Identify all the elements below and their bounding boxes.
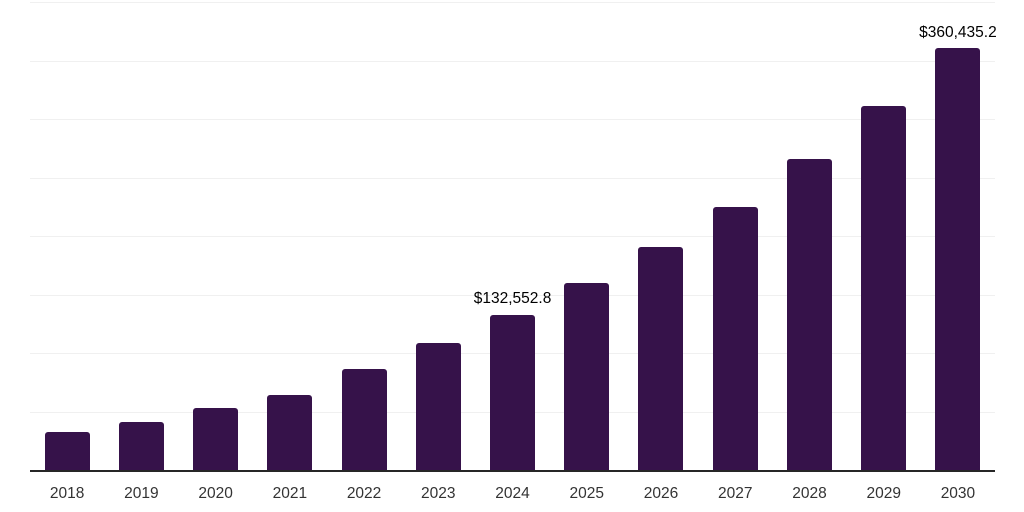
bar-2027[interactable] bbox=[712, 206, 758, 470]
bar-group-2030: $360,435.2 bbox=[919, 2, 997, 470]
bar-2020[interactable] bbox=[193, 408, 239, 470]
bar-group-2023 bbox=[401, 2, 475, 470]
bar-group-2021 bbox=[253, 2, 327, 470]
bar-2029[interactable] bbox=[861, 106, 907, 470]
x-tick-label-2028: 2028 bbox=[792, 485, 827, 502]
x-tick-label-2024: 2024 bbox=[495, 485, 530, 502]
bar-group-2020 bbox=[178, 2, 252, 470]
gridline bbox=[30, 236, 995, 237]
bar-2025[interactable] bbox=[564, 283, 610, 470]
x-tick-label-2021: 2021 bbox=[272, 485, 308, 502]
x-tick-label-2022: 2022 bbox=[346, 485, 382, 502]
x-tick-label-2025: 2025 bbox=[569, 485, 604, 502]
bar-group-2026 bbox=[624, 2, 698, 470]
x-tick-label-2030: 2030 bbox=[940, 485, 976, 502]
bar-2023[interactable] bbox=[415, 343, 461, 470]
gridline bbox=[30, 119, 995, 120]
bar-group-2028 bbox=[772, 2, 846, 470]
plot-area: $132,552.8 $360,435.2 bbox=[30, 2, 997, 470]
bar-group-2019 bbox=[104, 2, 178, 470]
x-tick-label-2026: 2026 bbox=[643, 485, 679, 502]
bar-group-2027 bbox=[698, 2, 772, 470]
bar-group-2024: $132,552.8 bbox=[473, 2, 552, 470]
gridline bbox=[30, 294, 995, 296]
x-axis-line bbox=[30, 470, 995, 472]
bar-group-2029 bbox=[847, 2, 921, 470]
data-label-2024: $132,552.8 bbox=[473, 290, 552, 308]
gridline bbox=[30, 177, 995, 179]
bars-row: $132,552.8 $360,435.2 bbox=[30, 2, 997, 470]
x-tick-label-2029: 2029 bbox=[866, 485, 901, 502]
bar-2022[interactable] bbox=[341, 369, 387, 470]
bar-2026[interactable] bbox=[638, 247, 684, 470]
x-tick-label-2019: 2019 bbox=[124, 485, 159, 502]
gridline bbox=[30, 60, 995, 62]
bar-2021[interactable] bbox=[267, 395, 313, 470]
x-axis-labels: 2018 2019 2020 2021 2022 2023 2024 2025 2026 2027… bbox=[30, 485, 995, 504]
bar-2018[interactable] bbox=[44, 431, 90, 470]
bar-group-2022 bbox=[327, 2, 401, 470]
bar-2030[interactable] bbox=[935, 48, 981, 470]
data-label-2030: $360,435.2 bbox=[919, 23, 997, 41]
bar-group-2018 bbox=[30, 2, 104, 470]
bar-2024[interactable] bbox=[490, 314, 536, 470]
x-tick-label-2023: 2023 bbox=[421, 485, 456, 502]
bar-2019[interactable] bbox=[118, 422, 164, 470]
x-tick-label-2027: 2027 bbox=[717, 485, 753, 502]
x-tick-label-2018: 2018 bbox=[49, 485, 85, 502]
gridline bbox=[30, 2, 995, 3]
bar-group-2025 bbox=[550, 2, 624, 470]
bar-2028[interactable] bbox=[786, 159, 832, 470]
x-tick-label-2020: 2020 bbox=[198, 485, 233, 502]
